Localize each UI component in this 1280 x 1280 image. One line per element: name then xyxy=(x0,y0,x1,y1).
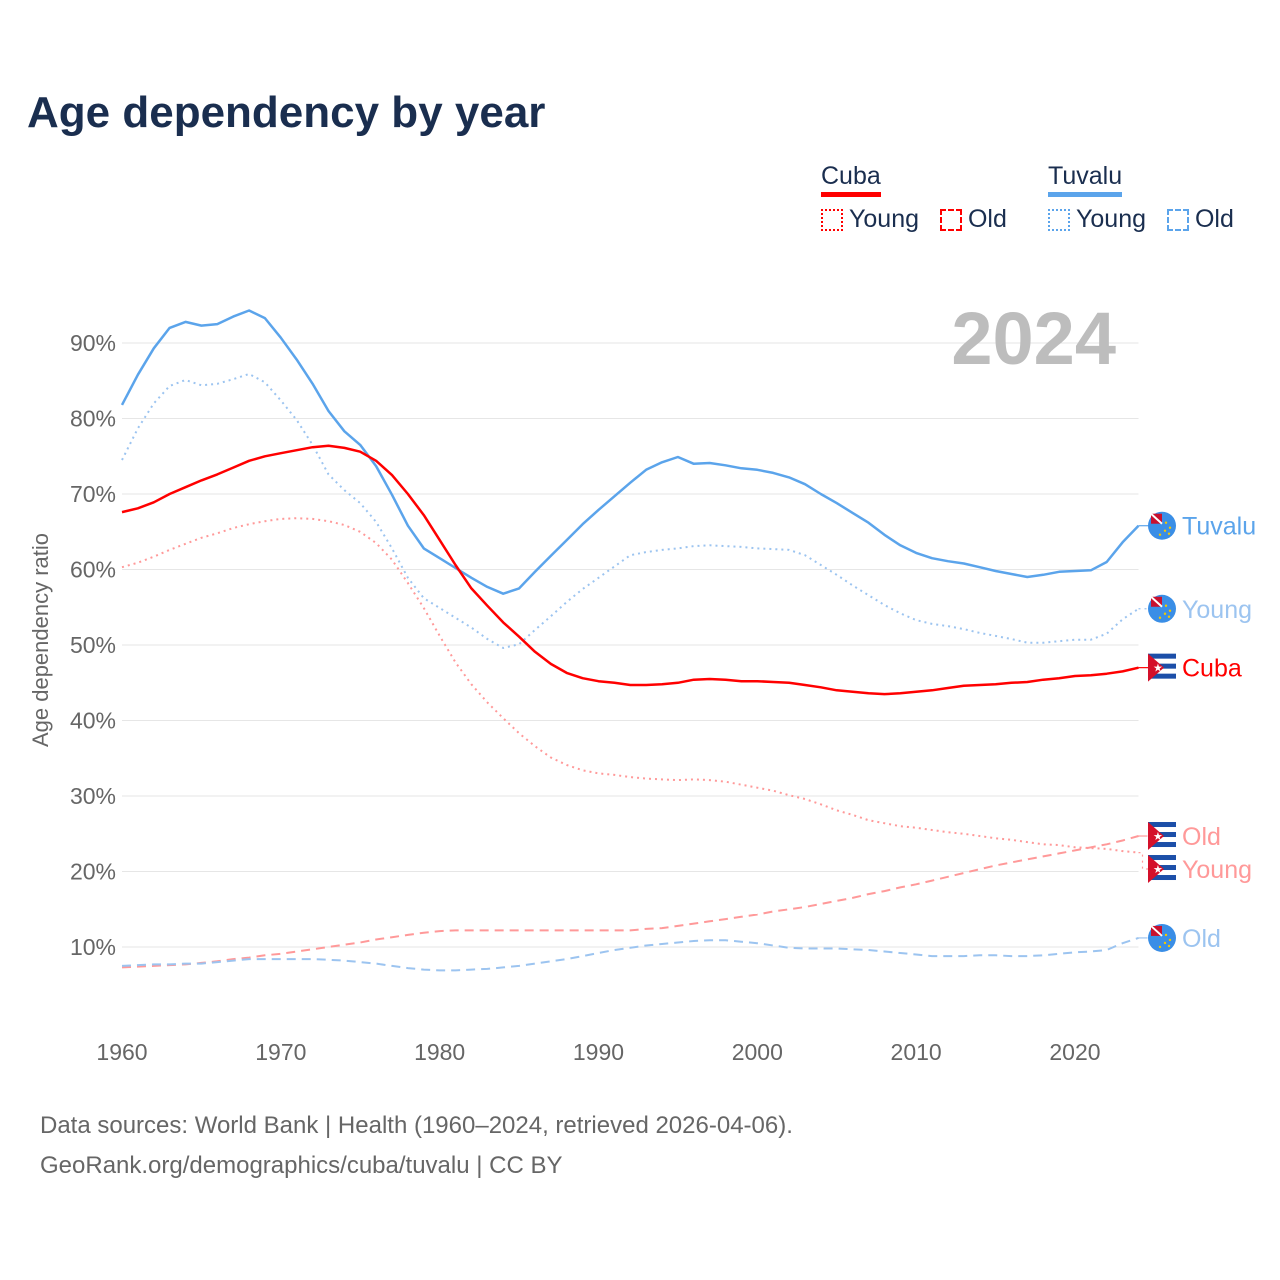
legend-label: Old xyxy=(967,205,1007,233)
flag-star: ★ xyxy=(1153,663,1163,675)
legend-item-cuba-old[interactable]: Old xyxy=(939,205,1007,234)
flag-stripe xyxy=(1148,842,1176,848)
y-axis-label: Age dependency ratio xyxy=(28,533,53,747)
series-line-cuba xyxy=(121,444,1139,696)
flag-star: ★ xyxy=(1153,831,1163,843)
x-tick-label: 2010 xyxy=(891,1039,942,1065)
x-tick-label: 2020 xyxy=(1049,1039,1100,1065)
x-tick-label: 1980 xyxy=(414,1039,465,1065)
attribution-text[interactable]: GeoRank.org/demographics/cuba/tuvalu | C… xyxy=(40,1152,563,1179)
series-end-label: Young xyxy=(1182,856,1252,884)
flag-cross xyxy=(1150,925,1163,937)
flag-triangle xyxy=(1148,855,1164,884)
flag-cross xyxy=(1150,596,1163,608)
dashed-swatch-icon xyxy=(1166,208,1189,231)
series-line-tuvalu-old xyxy=(121,936,1139,972)
series-end-label: Old xyxy=(1182,925,1221,953)
flag-star xyxy=(1164,933,1168,937)
legend-item-tuvalu-young[interactable]: Young xyxy=(1048,205,1146,234)
y-tick-label: 50% xyxy=(70,632,116,658)
series-end-label: Young xyxy=(1182,596,1252,624)
flag-star xyxy=(1164,521,1168,524)
legend-group-cuba: Cuba Young Old xyxy=(821,162,1021,238)
y-tick-label: 30% xyxy=(70,783,116,809)
legend-country-tuvalu: Tuvalu xyxy=(1048,162,1123,197)
x-tick-label: 2000 xyxy=(732,1039,783,1065)
flag-star xyxy=(1167,615,1171,618)
dotted-swatch-icon xyxy=(821,208,843,231)
series-line-tuvalu xyxy=(120,309,1140,595)
dashed-swatch-icon xyxy=(939,208,962,231)
flag-stripe xyxy=(1148,673,1176,679)
series-line-cuba-old xyxy=(121,835,1139,969)
flag-star xyxy=(1164,604,1168,607)
flag-star xyxy=(1163,529,1167,532)
y-tick-label: 10% xyxy=(70,934,116,960)
flag-star xyxy=(1167,532,1171,535)
flag-star xyxy=(1168,609,1172,612)
flag-triangle xyxy=(1148,653,1164,682)
y-tick-label: 60% xyxy=(70,557,116,583)
y-tick-label: 70% xyxy=(70,481,116,507)
flag-star xyxy=(1163,612,1167,615)
flag-stripe xyxy=(1148,822,1176,828)
series-end-label: Cuba xyxy=(1182,655,1242,683)
flag-star: ★ xyxy=(1153,864,1163,876)
series-line-tuvalu-young xyxy=(121,373,1140,649)
label-leader-line xyxy=(1138,852,1148,870)
x-tick-label: 1970 xyxy=(255,1039,306,1065)
flag-star xyxy=(1158,945,1162,949)
series-end-label: Tuvalu xyxy=(1182,513,1256,541)
legend-label: Old xyxy=(1194,205,1234,233)
flag-star xyxy=(1163,941,1167,945)
legend-item-cuba-young[interactable]: Young xyxy=(821,205,919,234)
year-watermark: 2024 xyxy=(951,297,1116,380)
flag-star xyxy=(1158,533,1162,536)
y-tick-label: 90% xyxy=(70,330,116,356)
x-tick-label: 1960 xyxy=(96,1039,147,1065)
legend-group-tuvalu: Tuvalu Young Old xyxy=(1048,162,1248,238)
flag-stripe xyxy=(1148,653,1176,659)
flag-star xyxy=(1168,526,1172,529)
legend-label: Young xyxy=(849,205,919,233)
legend-country-cuba: Cuba xyxy=(821,162,881,197)
flag-stripe xyxy=(1148,855,1176,861)
flag-star xyxy=(1167,944,1171,948)
chart-title: Age dependency by year xyxy=(27,88,546,137)
flag-star xyxy=(1158,616,1162,619)
flag-triangle xyxy=(1148,822,1164,851)
y-tick-label: 20% xyxy=(70,859,116,885)
x-tick-label: 1990 xyxy=(573,1039,624,1065)
flag-cross xyxy=(1150,512,1163,525)
y-tick-label: 40% xyxy=(70,708,116,734)
legend-label: Young xyxy=(1076,205,1146,233)
flag-star xyxy=(1168,938,1172,942)
flag-stripe xyxy=(1148,875,1176,881)
legend-item-tuvalu-old[interactable]: Old xyxy=(1166,205,1234,234)
data-source-text: Data sources: World Bank | Health (1960–… xyxy=(40,1112,793,1139)
series-end-label: Old xyxy=(1182,823,1221,851)
dotted-swatch-icon xyxy=(1048,208,1070,231)
footer: Data sources: World Bank | Health (1960–… xyxy=(40,1106,793,1186)
y-tick-label: 80% xyxy=(70,406,116,432)
